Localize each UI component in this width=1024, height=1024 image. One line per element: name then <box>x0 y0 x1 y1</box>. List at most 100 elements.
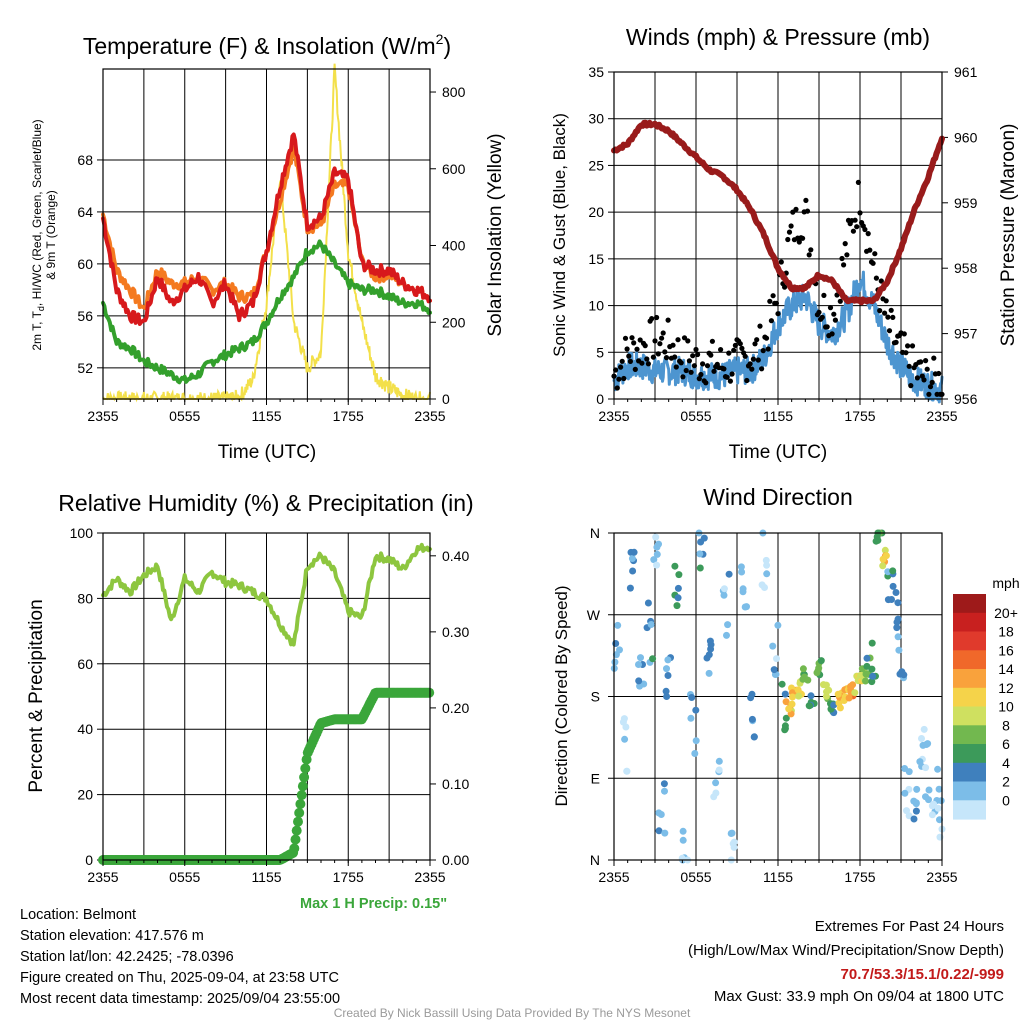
temperature-ytick-right-label: 400 <box>442 238 466 254</box>
direction-point <box>647 621 655 628</box>
winds-ytick-right-label: 961 <box>954 64 978 80</box>
gust-point <box>857 210 863 216</box>
direction-point <box>750 733 758 741</box>
gust-point <box>929 379 935 385</box>
winds-xtick-label: 2355 <box>598 408 629 424</box>
precip-point <box>291 825 302 836</box>
direction-point <box>862 677 869 685</box>
solar-insolation-line <box>102 63 431 403</box>
humidity-ytick-label: 40 <box>77 721 93 737</box>
winds-plot: 0 5 10 15 20 25 30 35 956 957 958 959 960 961 2355 0555… <box>588 64 977 424</box>
direction-point <box>705 669 713 677</box>
gust-point <box>921 377 927 383</box>
legend-label: 4 <box>1002 755 1010 771</box>
winds-ytick-right-label: 959 <box>954 195 978 211</box>
gust-point <box>855 179 862 185</box>
extremes-title: Extremes For Past 24 Hours <box>814 918 1004 935</box>
humidity-xtick-label: 1155 <box>251 869 281 885</box>
gust-point <box>844 252 850 258</box>
precip-point <box>299 772 310 783</box>
gust-point <box>721 366 727 372</box>
legend-swatch <box>953 744 986 764</box>
temp-2m-line <box>101 132 432 326</box>
dewpoint-line <box>101 239 432 385</box>
gust-point <box>622 335 629 341</box>
direction-point <box>612 640 620 647</box>
temperature-y-label: 2m T, Td, HI/WC (Red, Green, Scarlet/Blu… <box>30 119 46 350</box>
direction-point <box>782 698 790 706</box>
humidity-ytick-label: 20 <box>77 787 93 803</box>
temperature-xtick-label: 1155 <box>251 408 281 424</box>
location-text: Location: Belmont <box>20 907 137 923</box>
direction-xtick-label: 2355 <box>598 869 629 885</box>
precip-point <box>294 807 305 818</box>
gust-point <box>704 363 711 369</box>
winds-x-label: Time (UTC) <box>729 442 828 463</box>
temperature-xtick-label: 0555 <box>169 408 200 424</box>
gust-point <box>652 338 658 344</box>
precip-point <box>295 799 306 809</box>
direction-point <box>660 780 668 788</box>
direction-chart-title: Wind Direction <box>703 484 853 510</box>
direction-point <box>688 694 696 701</box>
gust-point <box>931 355 937 361</box>
direction-point <box>894 633 902 641</box>
created-text: Figure created on Thu, 2025-09-04, at 23… <box>20 970 339 986</box>
legend-swatch <box>953 781 986 801</box>
precip-point <box>297 781 308 792</box>
gust-point <box>786 229 793 235</box>
gust-point <box>837 298 843 304</box>
gust-point <box>747 361 753 367</box>
gust-point <box>936 370 942 377</box>
gust-point <box>757 323 763 329</box>
max-precip-note: Max 1 H Precip: 0.15" <box>300 896 448 912</box>
direction-point <box>925 786 933 794</box>
direction-point <box>635 677 643 685</box>
direction-point <box>799 665 807 673</box>
winds-ytick-label: 20 <box>588 204 604 220</box>
direction-point <box>748 715 756 723</box>
legend-label: 16 <box>998 642 1014 658</box>
direction-point <box>894 615 902 623</box>
gust-point <box>708 352 714 358</box>
winds-ytick-label: 15 <box>588 251 604 267</box>
gust-point <box>877 308 883 314</box>
gust-point <box>709 338 716 344</box>
gust-point <box>655 351 661 357</box>
direction-point <box>626 584 634 592</box>
direction-point <box>691 750 699 757</box>
sonic-wind-line <box>612 270 944 404</box>
direction-xtick-label: 2355 <box>926 869 957 885</box>
direction-point <box>868 639 876 647</box>
gust-point <box>901 331 907 337</box>
winds-ytick-right-label: 957 <box>954 326 978 342</box>
direction-point <box>910 815 918 823</box>
direction-point <box>715 757 723 765</box>
latlon-text: Station lat/lon: 42.2425; -78.0396 <box>20 949 234 965</box>
direction-point <box>763 561 771 569</box>
direction-point <box>741 603 749 611</box>
gust-point <box>632 366 638 372</box>
direction-point <box>863 654 871 662</box>
gust-point <box>726 350 732 356</box>
gust-point <box>629 335 635 341</box>
gust-point <box>782 284 788 290</box>
humidity-ytick-label: 0 <box>85 852 93 868</box>
gust-point <box>749 366 755 372</box>
direction-ytick-label: W <box>587 607 601 623</box>
temperature-ytick-right-label: 600 <box>442 161 466 177</box>
gust-point <box>886 328 893 334</box>
gust-point <box>657 341 663 347</box>
gust-point <box>686 358 693 364</box>
direction-point <box>673 602 681 610</box>
direction-point <box>936 816 943 824</box>
direction-point <box>788 700 796 708</box>
direction-point <box>623 767 631 775</box>
winds-xtick-label: 2355 <box>926 408 957 424</box>
direction-y-label: Direction (Colored By Speed) <box>552 585 571 806</box>
direction-point <box>614 621 622 629</box>
humidity-plot: 0 20 40 60 80 100 0.00 0.10 0.20 0.30 0.40 2355 0555… <box>70 525 470 885</box>
gust-point <box>767 298 773 304</box>
gust-point <box>819 314 825 320</box>
winds-xtick-label: 1755 <box>844 408 875 424</box>
